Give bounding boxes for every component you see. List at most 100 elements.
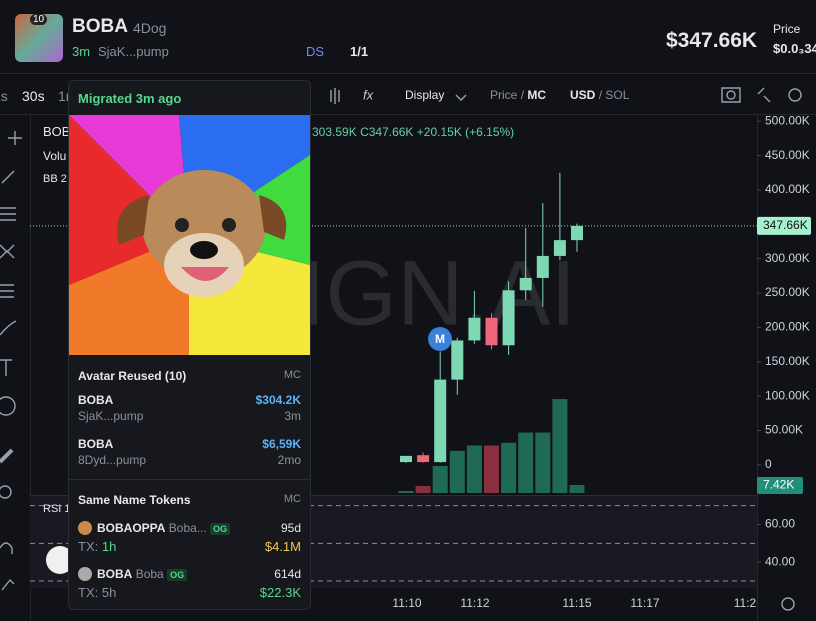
y-tick-label: 0 [765,457,772,471]
candle-body [519,277,532,291]
candle-body [536,255,549,278]
y-tick-label: 150.00K [765,354,810,368]
section-heading: Same Name Tokens [78,493,191,507]
fib-tool[interactable] [0,207,16,221]
candle-body [434,379,447,463]
drawing-tools [0,87,802,611]
item-age: 2mo [277,453,301,467]
price-mc-toggle[interactable]: Price / MC [490,88,546,102]
candle-body [451,340,464,380]
ohlc-close: C347.66K [360,125,414,139]
fx-icon[interactable]: fx [363,87,374,102]
item-title[interactable]: BOBAOPPA Boba... OG [97,521,231,535]
volume-bar [415,485,431,493]
token-name: BOBA [72,16,128,37]
ohlc-change: +20.15K (+6.15%) [416,125,515,139]
zoom-tool[interactable] [0,485,12,499]
item-alias: Boba... [168,521,207,535]
settings-icon[interactable] [788,88,802,102]
candle-body [553,240,566,256]
volume-bar [466,445,482,493]
separator: / [598,88,603,102]
volume-bar [552,399,568,493]
token-address[interactable]: SjaK...pump [98,44,169,59]
text-tool[interactable] [0,359,12,376]
volume-label: 7.42K [763,478,794,492]
y-tick-label: 250.00K [765,285,810,299]
forecast-tool[interactable] [0,284,14,298]
legend-symbol: BOB [43,124,71,139]
item-name: BOBA [97,567,133,581]
last-price-label: 347.66K [763,218,808,232]
item-age: 614d [274,567,301,581]
item-name: BOBAOPPA [97,521,166,535]
token-age: 3m [72,44,91,59]
display-caret [455,94,467,101]
item-age: 3m [284,409,301,423]
rsi-label: RSI 1 [43,503,71,515]
line-tool[interactable] [1,170,15,184]
item-icon [78,521,92,535]
interval-active[interactable]: 30s [22,88,45,104]
holders-ratio: 1/1 [350,44,369,59]
rsi-tick-label: 60.00 [765,517,795,531]
screenshot-icon[interactable] [721,87,771,103]
token-image [69,115,310,355]
y-tick-label: 300.00K [765,251,810,265]
toggle-option[interactable]: MC [527,88,547,102]
token-ticker: 4Dog [133,20,167,36]
item-name[interactable]: BOBA [78,393,114,407]
tv-logo [46,546,74,574]
rsi-tick-label: 40.00 [765,554,795,568]
candle-body [502,290,515,346]
volume-box [757,477,803,494]
magnet-tool[interactable] [0,542,13,554]
section-heading: Avatar Reused (10) [78,369,187,383]
volume-bar [484,445,499,493]
candle-type-icon[interactable] [330,88,340,104]
toggle-option[interactable]: USD [570,88,596,102]
crosshair-tool[interactable] [8,131,22,145]
emoji-tool[interactable] [0,396,16,416]
item-mc: $22.3K [259,585,301,600]
og-tag: OG [167,569,188,581]
currency-toggle[interactable]: USD / SOL [570,88,629,102]
brush-tool[interactable] [0,320,17,336]
y-tick-label: 100.00K [765,388,810,402]
item-name[interactable]: BOBA [78,437,114,451]
item-icon [78,567,92,581]
legend-bb: BB 2 [43,173,67,185]
volume-bar [518,432,534,493]
item-mc: $6,59K [262,437,301,451]
item-age: 95d [280,521,301,535]
y-tick-label: 500.00K [765,113,810,127]
column-heading: MC [283,493,301,505]
candle-body [468,317,481,341]
y-tick-label: 400.00K [765,182,810,196]
ruler-tool[interactable] [0,448,14,464]
x-tick-label: 11:15 [562,596,591,610]
volume-bar [449,450,465,493]
last-price-box [757,216,811,235]
display-menu[interactable]: Display [405,88,445,102]
toggle-option[interactable]: Price [490,88,518,102]
pattern-tool[interactable] [0,244,15,259]
migration-marker[interactable]: M [428,327,452,351]
y-tick-label: 50.00K [765,423,803,437]
volume-bar [535,432,551,493]
lock-tool[interactable] [1,578,15,591]
interval[interactable]: 1s [0,88,8,104]
candle-body [485,317,498,346]
ohlc-low: 303.59K [312,125,357,139]
tx-label: TX: [78,539,99,554]
x-tick-label: 11:10 [392,596,421,610]
x-tick-label: 11:2 [734,596,757,610]
axis-settings[interactable] [781,597,795,611]
item-title[interactable]: BOBA Boba OG [97,567,188,581]
volume-bar [432,466,448,493]
legend-values: 303.59K C347.66K +20.15K (+6.15%) [312,125,514,139]
dexscreener-link[interactable]: DS [306,44,325,59]
tx-age: 1h [101,539,117,554]
toggle-option[interactable]: SOL [605,88,630,102]
column-heading: MC [283,369,301,381]
